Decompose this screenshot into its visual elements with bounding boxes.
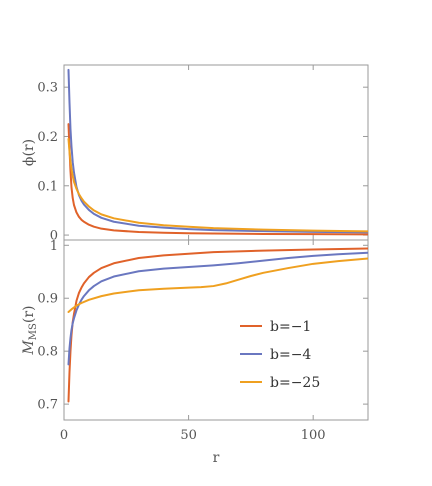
phi-plot-frame: [63, 64, 369, 241]
mass-series-1-line: [67, 247, 368, 403]
legend-label-3: b=−25: [270, 375, 320, 391]
mass-ytick-label: 0.9: [37, 292, 58, 307]
legend: b=−1 b=−4 b=−25: [240, 319, 320, 391]
phi-series-1-line: [67, 123, 368, 236]
mass-panel: 0.7 0.8 0.9 1 0 50 100 MMS(r) r: [21, 239, 369, 466]
phi-ytick-label: 0.2: [37, 130, 58, 145]
mass-series-2-line: [67, 251, 368, 366]
legend-label-2: b=−4: [270, 347, 311, 363]
mass-series-3-line: [67, 257, 368, 313]
phi-ylabel: ϕ(r): [21, 139, 37, 166]
phi-ytick-label: 0.3: [37, 81, 58, 96]
phi-panel: 0 0.1 0.2 0.3 ϕ(r): [21, 64, 369, 244]
mass-ytick-label: 0.7: [37, 398, 58, 413]
mass-xlabel: r: [213, 450, 220, 466]
mass-xtick-label: 100: [301, 428, 326, 443]
legend-label-1: b=−1: [270, 319, 311, 335]
mass-ylabel: MMS(r): [21, 305, 39, 355]
phi-ytick-label: 0: [50, 229, 58, 244]
phi-series-2-line: [67, 68, 368, 234]
phi-ytick-label: 0.1: [37, 179, 58, 194]
mass-xtick-label: 0: [60, 428, 68, 443]
mass-ytick-label: 0.8: [37, 345, 58, 360]
mass-plot-frame: [63, 239, 369, 421]
phi-series-3-line: [67, 137, 368, 233]
mass-ytick-label: 1: [50, 239, 58, 254]
mass-xtick-label: 50: [180, 428, 197, 443]
